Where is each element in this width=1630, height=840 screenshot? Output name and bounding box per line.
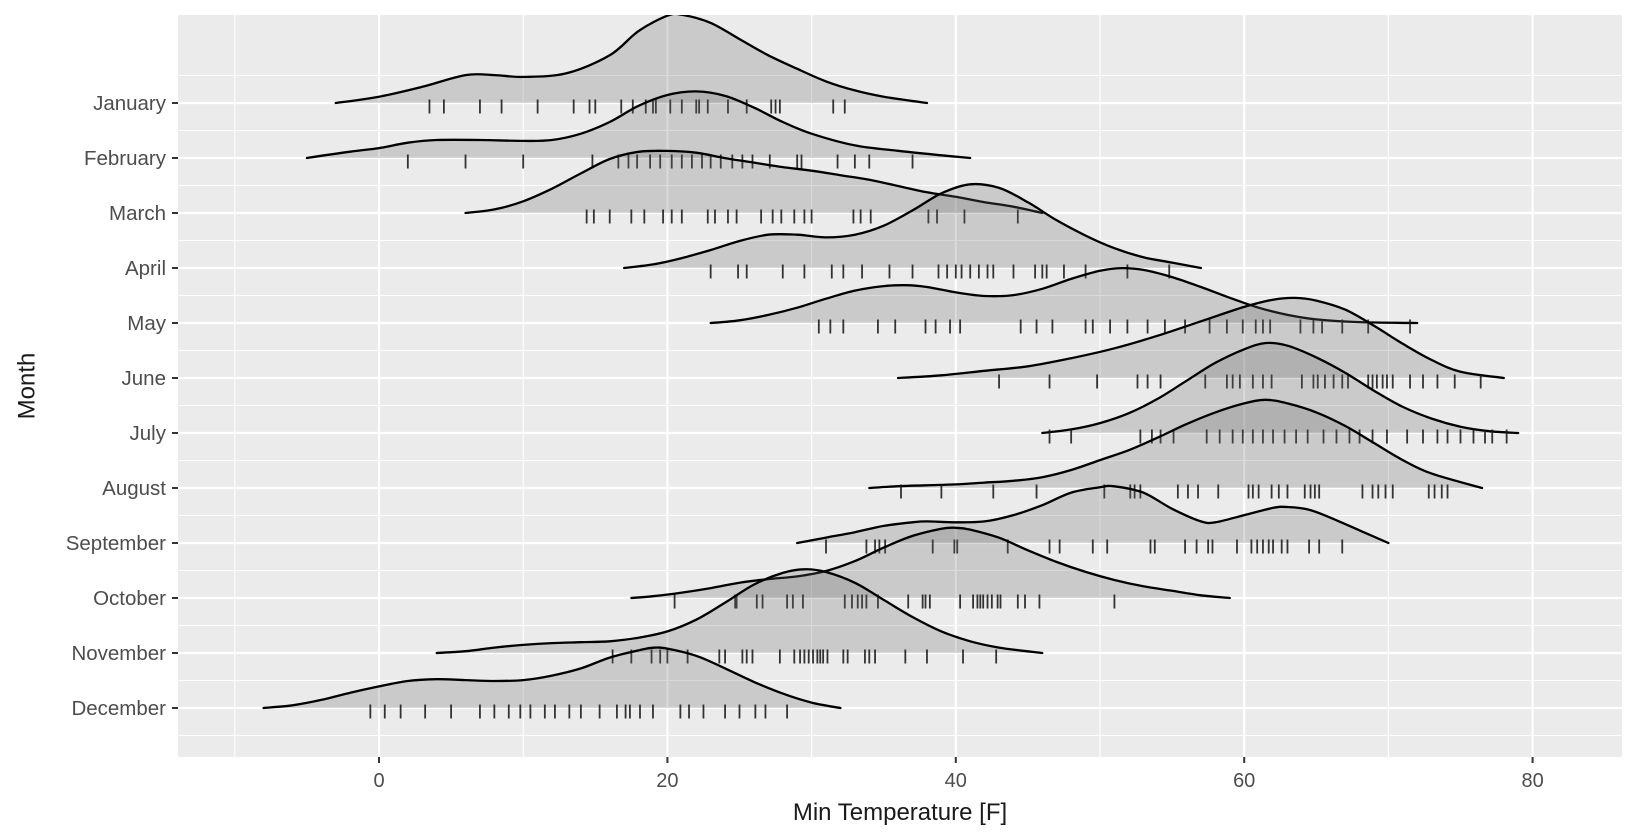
ridge-may bbox=[709, 266, 1419, 334]
plot-panel bbox=[178, 15, 1622, 757]
rug-april bbox=[709, 264, 1171, 279]
x-axis-title: Min Temperature [F] bbox=[792, 799, 1008, 826]
ridge-fill-november bbox=[436, 569, 1043, 653]
rug-july bbox=[1048, 429, 1508, 444]
ridge-line-june bbox=[896, 296, 1505, 380]
ridge-line-march bbox=[464, 149, 1044, 215]
ridges bbox=[262, 15, 1520, 719]
ridge-line-november bbox=[435, 568, 1044, 655]
y-axis-title-wrap: Month bbox=[10, 15, 44, 757]
rug-june bbox=[998, 374, 1482, 389]
ridge-fill-july bbox=[1042, 342, 1519, 433]
rug-august bbox=[900, 484, 1449, 499]
rug-march bbox=[585, 209, 1019, 224]
ridge-line-august bbox=[868, 398, 1484, 490]
ridge-august bbox=[868, 398, 1484, 499]
ridge-line-may bbox=[709, 266, 1419, 325]
ridge-october bbox=[630, 526, 1231, 609]
axes: 0 20 40 60 80 January February March April May Jun… bbox=[66, 92, 1544, 792]
ridge-fill-february bbox=[306, 91, 971, 158]
ridge-fill-october bbox=[631, 527, 1230, 598]
x-tick-label-60: 60 bbox=[1233, 770, 1255, 792]
x-tick-label-20: 20 bbox=[656, 770, 678, 792]
ridge-fill-june bbox=[898, 297, 1504, 378]
y-tick-label-october: October bbox=[93, 587, 166, 610]
rug-september bbox=[825, 539, 1344, 554]
y-tick-label-may: May bbox=[127, 312, 166, 335]
rug-may bbox=[817, 319, 1411, 334]
y-tick-label-april: April bbox=[125, 257, 166, 280]
ridge-november bbox=[435, 568, 1044, 664]
y-tick-label-june: June bbox=[122, 367, 166, 390]
ridge-march bbox=[464, 149, 1044, 224]
ridge-july bbox=[1041, 341, 1520, 444]
ridge-fill-december bbox=[263, 647, 841, 708]
ridge-fill-march bbox=[465, 150, 1043, 213]
y-axis-title: Month bbox=[13, 352, 41, 420]
x-tick-label-0: 0 bbox=[373, 770, 384, 792]
rug-december bbox=[369, 704, 788, 719]
ridge-line-december bbox=[262, 646, 842, 710]
ridge-line-january bbox=[334, 15, 929, 105]
ridge-fill-january bbox=[335, 15, 927, 103]
ridge-line-october bbox=[630, 526, 1231, 600]
ridge-line-september bbox=[796, 484, 1390, 545]
y-tick-label-september: September bbox=[66, 532, 166, 555]
rug-november bbox=[611, 649, 998, 664]
y-tick-label-march: March bbox=[109, 202, 166, 225]
x-tick-label-80: 80 bbox=[1521, 770, 1543, 792]
ridge-june bbox=[896, 296, 1505, 389]
y-tick-label-december: December bbox=[71, 697, 166, 720]
ridge-line-april bbox=[622, 182, 1203, 270]
y-tick-label-august: August bbox=[102, 477, 166, 500]
y-tick-label-february: February bbox=[84, 147, 167, 170]
rug-october bbox=[673, 594, 1116, 609]
ridge-april bbox=[622, 182, 1203, 279]
y-tick-label-november: November bbox=[71, 642, 166, 665]
gridlines bbox=[178, 15, 1622, 757]
y-tick-label-january: January bbox=[93, 92, 167, 115]
rug-january bbox=[428, 99, 846, 114]
ridge-january bbox=[334, 15, 929, 114]
ridge-fill-august bbox=[869, 399, 1483, 488]
x-tick-label-40: 40 bbox=[945, 770, 967, 792]
y-tick-label-july: July bbox=[130, 422, 167, 445]
ridge-fill-may bbox=[710, 268, 1418, 323]
ridge-fill-april bbox=[624, 184, 1201, 268]
ridge-line-july bbox=[1041, 341, 1520, 435]
ridge-december bbox=[262, 646, 842, 719]
ridge-line-february bbox=[305, 90, 972, 160]
